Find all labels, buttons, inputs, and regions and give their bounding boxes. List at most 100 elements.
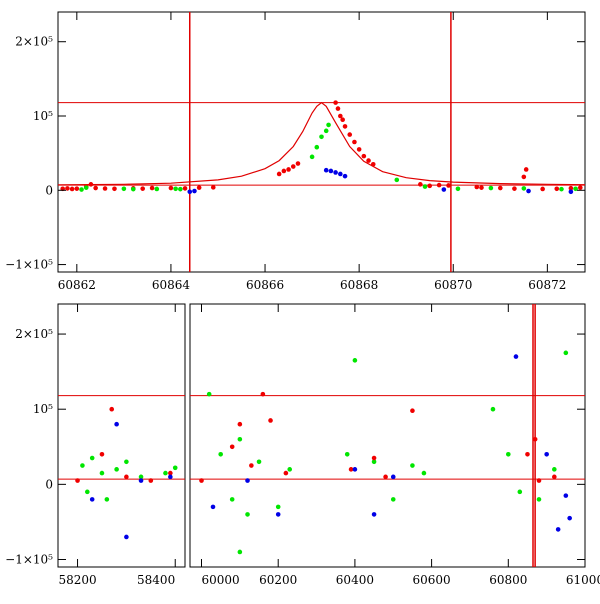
- axes-layer: 60862 60864 60866 60868 60870 60872 −1×10⁵ 0 10⁵…: [5, 12, 585, 292]
- data-point-g: [573, 186, 578, 192]
- x-tick-label: 60862: [58, 278, 96, 292]
- data-point-g: [394, 177, 400, 183]
- data-point-r: [474, 184, 480, 190]
- data-point-b: [338, 171, 343, 177]
- data-point-g: [80, 463, 85, 468]
- axes-layer-bottom: 58200 58400 60000 60200 60400 60600 60800 61000…: [5, 304, 600, 587]
- data-point-r: [99, 451, 105, 457]
- data-point-b: [328, 168, 334, 174]
- y-tick-label: −1×10⁵: [5, 552, 53, 566]
- data-point-g: [563, 350, 569, 356]
- data-point-g: [488, 185, 494, 191]
- data-point-r: [65, 186, 70, 191]
- data-point-g: [218, 451, 223, 457]
- data-point-r: [112, 186, 117, 192]
- data-point-r: [333, 100, 338, 105]
- data-point-r: [69, 186, 75, 192]
- data-point-b: [544, 451, 549, 457]
- data-point-r: [427, 183, 433, 189]
- data-point-r: [479, 185, 484, 190]
- data-point-r: [418, 182, 423, 187]
- data-point-b: [210, 504, 216, 510]
- x-tick-label: 58200: [58, 573, 96, 587]
- data-point-g: [104, 497, 110, 502]
- data-point-r: [149, 185, 155, 191]
- data-point-r: [268, 418, 273, 423]
- y-tick-label: −1×10⁵: [5, 258, 53, 272]
- data-point-b: [275, 512, 281, 517]
- x-tick-label: 60864: [152, 278, 191, 292]
- data-point-r: [276, 171, 282, 177]
- data-point-g: [121, 186, 127, 192]
- x-tick-label: 60866: [246, 278, 284, 292]
- data-point-r: [366, 158, 371, 163]
- data-point-g: [229, 497, 235, 502]
- data-point-g: [536, 497, 542, 502]
- bottom-frame-segment-1: [57, 303, 186, 568]
- data-point-b: [245, 478, 250, 483]
- data-point-r: [340, 117, 345, 123]
- data-point-r: [286, 167, 291, 172]
- y-tick-label: 10⁵: [33, 402, 53, 416]
- data-point-g: [323, 128, 329, 134]
- data-point-r: [229, 444, 235, 450]
- data-point-g: [352, 358, 358, 363]
- data-point-r: [148, 478, 154, 483]
- data-point-r: [295, 161, 301, 166]
- data-point-b: [138, 478, 144, 483]
- data-point-b: [342, 173, 348, 179]
- data-point-g: [506, 451, 511, 457]
- data-point-r: [74, 186, 80, 191]
- data-point-g: [517, 489, 523, 495]
- data-point-g: [275, 504, 281, 510]
- data-point-r: [525, 451, 530, 457]
- data-point-r: [568, 185, 574, 191]
- data-point-g: [83, 185, 89, 190]
- data-point-g: [172, 465, 178, 471]
- data-point-r: [335, 106, 341, 111]
- data-point-b: [371, 512, 377, 517]
- data-point-r: [523, 167, 529, 172]
- data-point-g: [319, 134, 324, 140]
- data-point-g: [287, 467, 293, 472]
- data-point-b: [168, 474, 173, 480]
- data-point-b: [390, 474, 396, 480]
- data-point-b: [526, 188, 531, 194]
- y-tick-label: 0: [45, 183, 53, 197]
- data-point-r: [361, 153, 367, 159]
- data-point-r: [347, 132, 353, 137]
- data-point-g: [237, 549, 243, 555]
- data-point-r: [182, 186, 188, 191]
- data-point-r: [249, 463, 254, 468]
- data-point-g: [114, 467, 119, 472]
- data-point-g: [559, 186, 564, 192]
- data-point-r: [554, 186, 560, 192]
- y-tick-label: 10⁵: [33, 109, 53, 123]
- data-point-b: [441, 187, 447, 192]
- x-tick-label: 60200: [259, 573, 297, 587]
- data-point-g: [138, 474, 144, 480]
- data-point-g: [173, 186, 178, 192]
- data-point-r: [88, 182, 94, 187]
- data-point-g: [79, 187, 84, 192]
- bottom-frame-segment-2: [189, 303, 586, 568]
- data-point-r: [75, 478, 80, 483]
- x-tick-label: 60000: [202, 573, 240, 587]
- model-curve: [57, 101, 586, 186]
- data-point-b: [568, 189, 574, 195]
- data-point-g: [99, 470, 105, 476]
- data-point-r: [260, 391, 266, 397]
- data-point-g: [490, 406, 496, 412]
- data-point-r: [290, 164, 296, 169]
- data-point-b: [114, 421, 119, 427]
- data-point-r: [532, 436, 538, 442]
- data-points-layer-bottom: [75, 350, 572, 555]
- data-point-g: [130, 186, 136, 192]
- data-point-g: [314, 144, 320, 150]
- data-point-r: [102, 186, 108, 191]
- data-point-r: [371, 455, 377, 461]
- data-point-r: [283, 470, 289, 476]
- x-tick-label: 60400: [336, 573, 374, 587]
- y-tick-label: 2×10⁵: [15, 35, 53, 49]
